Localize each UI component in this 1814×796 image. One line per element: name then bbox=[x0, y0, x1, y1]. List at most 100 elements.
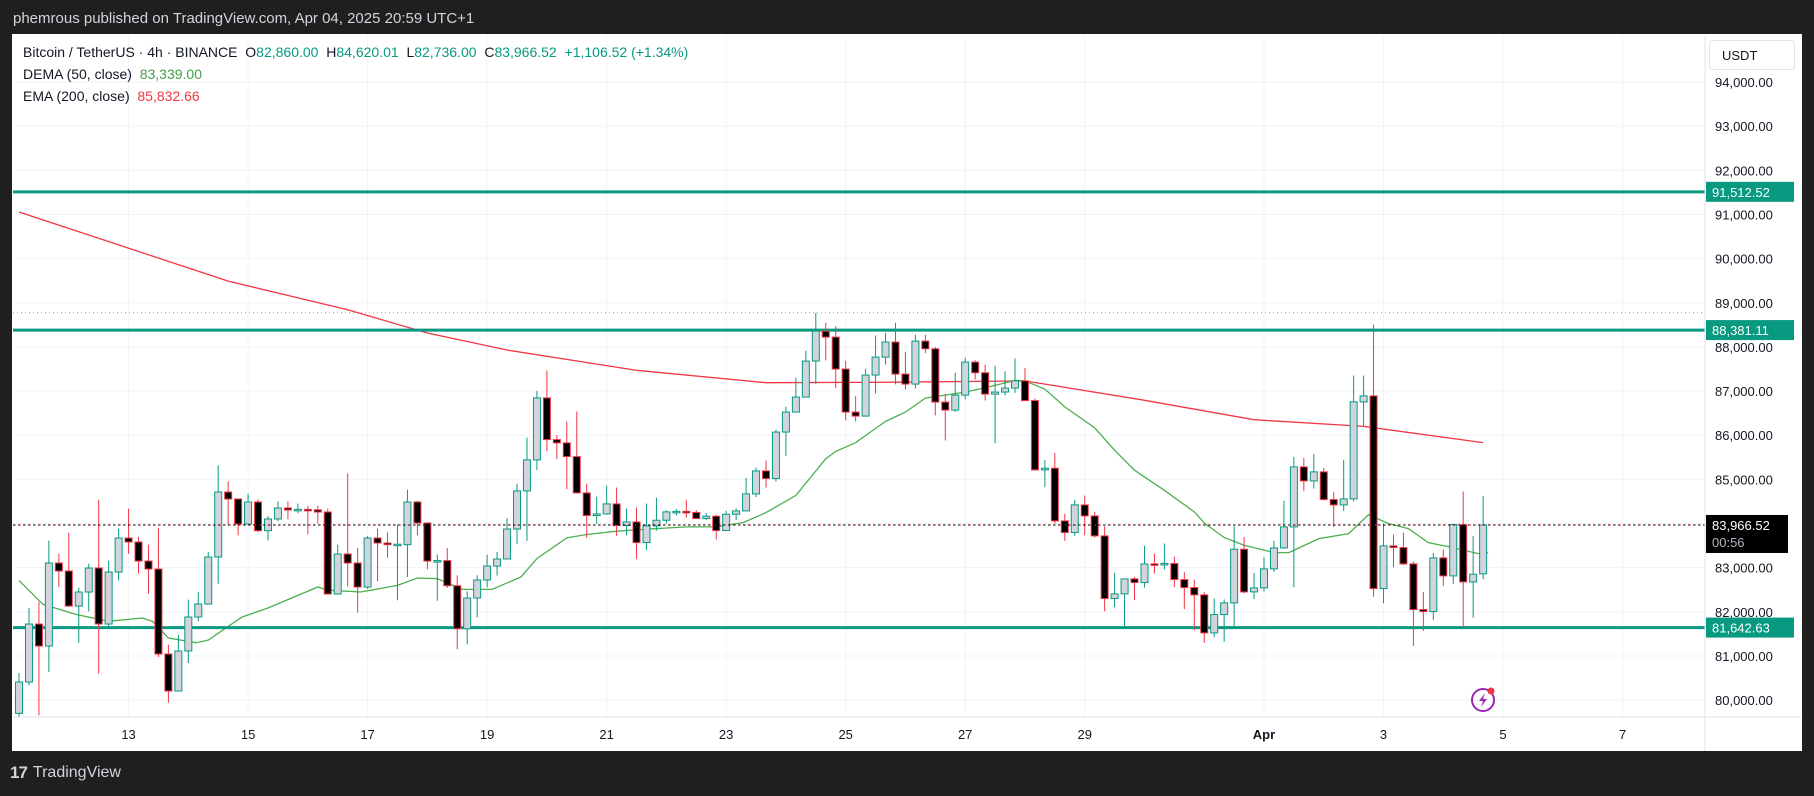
candle-up bbox=[791, 377, 800, 413]
price-tick-label: 82,000.00 bbox=[1715, 605, 1773, 620]
candle-body bbox=[1339, 498, 1348, 506]
footer-brand[interactable]: 17 TradingView bbox=[10, 763, 121, 783]
candle-down bbox=[851, 396, 860, 422]
candle-up bbox=[1220, 599, 1229, 642]
candle-body bbox=[1479, 524, 1488, 575]
candle-body bbox=[1449, 524, 1458, 577]
candle-body bbox=[1329, 499, 1338, 506]
candle-up bbox=[911, 334, 920, 389]
candle-body bbox=[552, 439, 561, 444]
candle-down bbox=[1459, 491, 1468, 627]
time-tick-label: 13 bbox=[121, 727, 135, 742]
candle-down bbox=[692, 510, 701, 520]
candle-body bbox=[1100, 535, 1109, 600]
candle-down bbox=[1369, 324, 1378, 597]
candle-down bbox=[1319, 467, 1328, 501]
candle-body bbox=[602, 503, 611, 515]
candle-up bbox=[104, 560, 113, 628]
candle-up bbox=[24, 608, 33, 686]
candle-up bbox=[433, 554, 442, 601]
time-tick-label: 15 bbox=[241, 727, 255, 742]
candle-body bbox=[582, 492, 591, 517]
candle-up bbox=[1250, 572, 1259, 599]
candle-body bbox=[483, 565, 492, 581]
candle-body bbox=[1230, 548, 1239, 604]
ema-value: 85,832.66 bbox=[137, 88, 200, 104]
candle-down bbox=[1419, 591, 1428, 631]
candle-up bbox=[74, 587, 83, 643]
legend-dema-row[interactable]: DEMA (50, close) 83,339.00 bbox=[23, 66, 202, 82]
ema-label: EMA (200, close) bbox=[23, 88, 130, 104]
candle-body bbox=[413, 501, 422, 524]
candle-body bbox=[224, 491, 233, 500]
candle-body bbox=[702, 515, 711, 520]
candle-down bbox=[831, 326, 840, 389]
candle-down bbox=[453, 575, 462, 650]
candle-body bbox=[1369, 395, 1378, 590]
candle-down bbox=[901, 351, 910, 390]
dema-value: 83,339.00 bbox=[139, 66, 203, 82]
candle-body bbox=[1180, 579, 1189, 589]
candle-body bbox=[1150, 563, 1159, 566]
candle-body bbox=[791, 396, 800, 413]
ema200-line bbox=[18, 211, 1484, 444]
candle-up bbox=[642, 503, 651, 551]
candle-up bbox=[1001, 371, 1010, 396]
candle-body bbox=[941, 401, 950, 411]
candle-body bbox=[1250, 587, 1259, 593]
candle-down bbox=[931, 347, 940, 416]
price-axis: 94,000.00 93,000.00 92,000.00 91,000.00 90,0… bbox=[1706, 75, 1794, 708]
candle-up bbox=[771, 429, 780, 482]
candle-down bbox=[443, 548, 452, 588]
candle-body bbox=[752, 470, 761, 495]
candle-body bbox=[114, 537, 123, 573]
symbol-name[interactable]: Bitcoin / TetherUS · 4h · BINANCE bbox=[23, 44, 238, 60]
candle-up bbox=[1160, 543, 1169, 570]
candle-body bbox=[692, 511, 701, 520]
candle-body bbox=[1260, 568, 1268, 589]
candle-up bbox=[483, 554, 492, 588]
candle-body bbox=[1130, 578, 1139, 584]
candle-body bbox=[293, 508, 302, 512]
candle-down bbox=[34, 601, 43, 716]
candle-body bbox=[54, 562, 63, 572]
candle-down bbox=[572, 411, 581, 494]
candle-down bbox=[144, 544, 153, 594]
candle-body bbox=[1419, 609, 1428, 613]
candle-down bbox=[1439, 549, 1448, 586]
candle-up bbox=[363, 535, 372, 589]
candle-body bbox=[303, 508, 312, 512]
legend-ema-row[interactable]: EMA (200, close) 85,832.66 bbox=[23, 88, 200, 104]
time-tick-label: 27 bbox=[958, 727, 972, 742]
time-tick-label: 19 bbox=[480, 727, 494, 742]
candle-down bbox=[821, 322, 830, 361]
currency-button[interactable]: USDT bbox=[1709, 40, 1795, 70]
candle-down bbox=[682, 499, 691, 518]
candle-body bbox=[801, 360, 810, 398]
candle-body bbox=[871, 356, 880, 376]
level-price-label: 88,381.11 bbox=[1712, 323, 1769, 338]
candle-body bbox=[1001, 387, 1010, 393]
candle-up bbox=[1110, 572, 1119, 608]
candle-down bbox=[1240, 536, 1249, 594]
candle-up bbox=[15, 672, 23, 717]
price-tick-label: 89,000.00 bbox=[1715, 296, 1773, 311]
candle-body bbox=[1429, 557, 1438, 613]
candle-body bbox=[1040, 467, 1049, 471]
candle-up bbox=[333, 544, 342, 595]
level-price-label: 81,642.63 bbox=[1712, 621, 1770, 636]
candle-body bbox=[981, 372, 990, 395]
candle-down bbox=[254, 499, 263, 533]
candle-down bbox=[1170, 556, 1179, 588]
candle-up bbox=[393, 524, 402, 601]
price-tick-label: 88,000.00 bbox=[1715, 340, 1773, 355]
candle-up bbox=[1429, 552, 1438, 621]
candle-down bbox=[612, 487, 621, 536]
brand-name: TradingView bbox=[32, 764, 121, 781]
candle-body bbox=[1359, 395, 1368, 403]
candle-body bbox=[532, 397, 541, 461]
candle-body bbox=[592, 513, 601, 517]
candle-up bbox=[522, 437, 531, 541]
candle-up bbox=[1011, 358, 1019, 393]
